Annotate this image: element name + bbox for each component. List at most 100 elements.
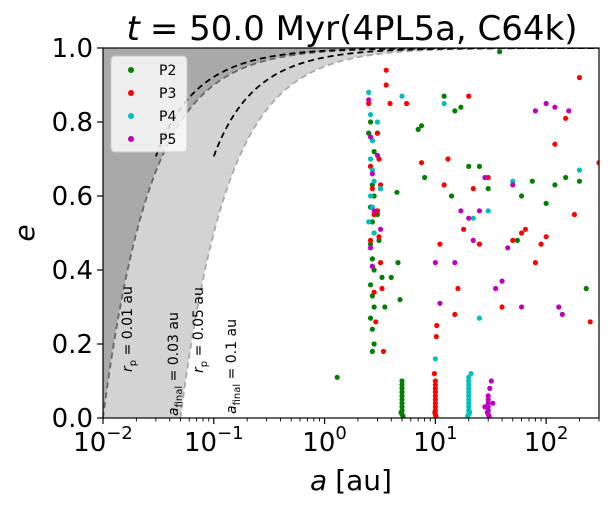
point-P3-35 [434, 322, 440, 329]
axis-ticks: 0.0 0.2 0.4 0.6 0.8 1.0 10−2 10−1 100 101 102 [52, 34, 600, 458]
point-P4-31 [470, 215, 476, 221]
chart-title: t = 50.0 Myr(4PL5a, C64k) [127, 9, 578, 49]
point-P5-17 [485, 396, 491, 403]
point-P4-13 [377, 186, 384, 192]
point-P3-21 [432, 378, 438, 384]
point-P3-15 [380, 348, 387, 354]
x-tick-label-1: 100 [302, 423, 347, 458]
point-P3-39 [452, 311, 458, 317]
point-P2-59 [563, 174, 569, 181]
point-P2-46 [422, 174, 428, 181]
point-P2-16 [371, 304, 377, 310]
point-P5-6 [374, 152, 381, 158]
point-P4-0 [366, 89, 372, 95]
point-P2-30 [397, 297, 403, 303]
point-P3-36 [437, 241, 443, 247]
x-axis-unit: [au] [335, 464, 392, 497]
point-P3-56 [576, 75, 583, 81]
point-P5-11 [458, 208, 464, 214]
y-tick-label-0.8: 0.8 [52, 108, 93, 138]
point-P5-7 [377, 226, 384, 232]
point-P5-14 [476, 208, 483, 214]
point-P2-28 [388, 274, 394, 280]
point-P2-29 [394, 189, 400, 195]
point-P2-7 [371, 193, 377, 199]
point-P5-9 [437, 300, 443, 306]
point-P2-58 [552, 182, 558, 188]
point-P4-19 [466, 382, 472, 388]
point-P4-30 [468, 371, 474, 377]
axes-frame [102, 47, 600, 419]
point-P3-53 [552, 141, 558, 147]
point-P2-27 [382, 304, 388, 310]
point-P3-57 [587, 319, 593, 325]
light-gray-region [103, 48, 599, 418]
legend-marker-P2 [128, 67, 134, 73]
point-P2-43 [398, 409, 404, 416]
point-P2-54 [514, 237, 520, 243]
point-P4-23 [466, 396, 472, 403]
point-P2-34 [399, 385, 405, 391]
point-P3-4 [367, 237, 374, 243]
point-P2-53 [496, 49, 503, 55]
point-P5-16 [485, 393, 491, 399]
point-P5-2 [369, 171, 375, 177]
legend-marker-P5 [128, 136, 134, 142]
point-P4-15 [432, 356, 438, 362]
point-P4-1 [367, 112, 374, 118]
point-P3-25 [432, 393, 438, 399]
y-tick-label-0.0: 0.0 [52, 404, 93, 434]
point-P5-25 [488, 378, 494, 384]
point-P2-55 [518, 193, 525, 199]
point-P5-32 [518, 304, 525, 310]
point-P4-5 [371, 178, 377, 184]
point-P5-30 [505, 245, 511, 251]
point-P2-60 [576, 178, 583, 184]
point-P4-3 [367, 156, 374, 162]
point-P2-20 [369, 348, 375, 354]
point-P2-44 [415, 126, 421, 132]
point-P2-18 [369, 326, 375, 332]
x-tick-label-0.01: 10−2 [73, 423, 133, 458]
point-P3-27 [432, 400, 438, 406]
point-P4-25 [466, 404, 472, 410]
point-P3-7 [373, 319, 379, 325]
point-P3-37 [441, 182, 447, 188]
curve-label-rp-0.05: rp = 0.05 au [191, 287, 210, 373]
point-P3-10 [377, 182, 384, 188]
point-P2-52 [485, 186, 491, 192]
point-P3-6 [371, 289, 377, 295]
point-P2-17 [367, 315, 374, 321]
point-P5-4 [367, 245, 374, 251]
point-P3-34 [431, 371, 437, 377]
point-P3-17 [383, 82, 389, 88]
point-P3-22 [432, 382, 438, 388]
point-P3-44 [476, 241, 483, 247]
legend-label-P3: P3 [159, 86, 176, 102]
point-P2-62 [448, 193, 455, 199]
x-tick-label-100: 102 [524, 423, 569, 458]
point-P5-36 [559, 311, 565, 317]
point-P3-28 [432, 404, 438, 410]
point-P4-17 [466, 374, 472, 380]
point-P3-42 [466, 93, 472, 99]
point-P5-10 [452, 260, 458, 266]
point-P4-33 [485, 208, 491, 214]
point-P5-5 [369, 263, 375, 269]
point-P4-21 [466, 389, 472, 395]
point-P4-18 [466, 378, 472, 384]
point-P3-2 [369, 186, 375, 192]
point-P2-50 [466, 163, 472, 169]
point-P2-9 [369, 219, 375, 225]
point-P3-49 [522, 226, 529, 232]
point-P3-58 [596, 160, 599, 166]
x-tick-label-10: 101 [413, 423, 458, 458]
point-P3-13 [377, 260, 384, 266]
point-P2-2 [367, 119, 374, 125]
x-axis-label: a [au] [310, 464, 392, 497]
point-P5-1 [367, 134, 374, 140]
point-P2-48 [452, 108, 458, 114]
point-P4-6 [367, 193, 374, 199]
